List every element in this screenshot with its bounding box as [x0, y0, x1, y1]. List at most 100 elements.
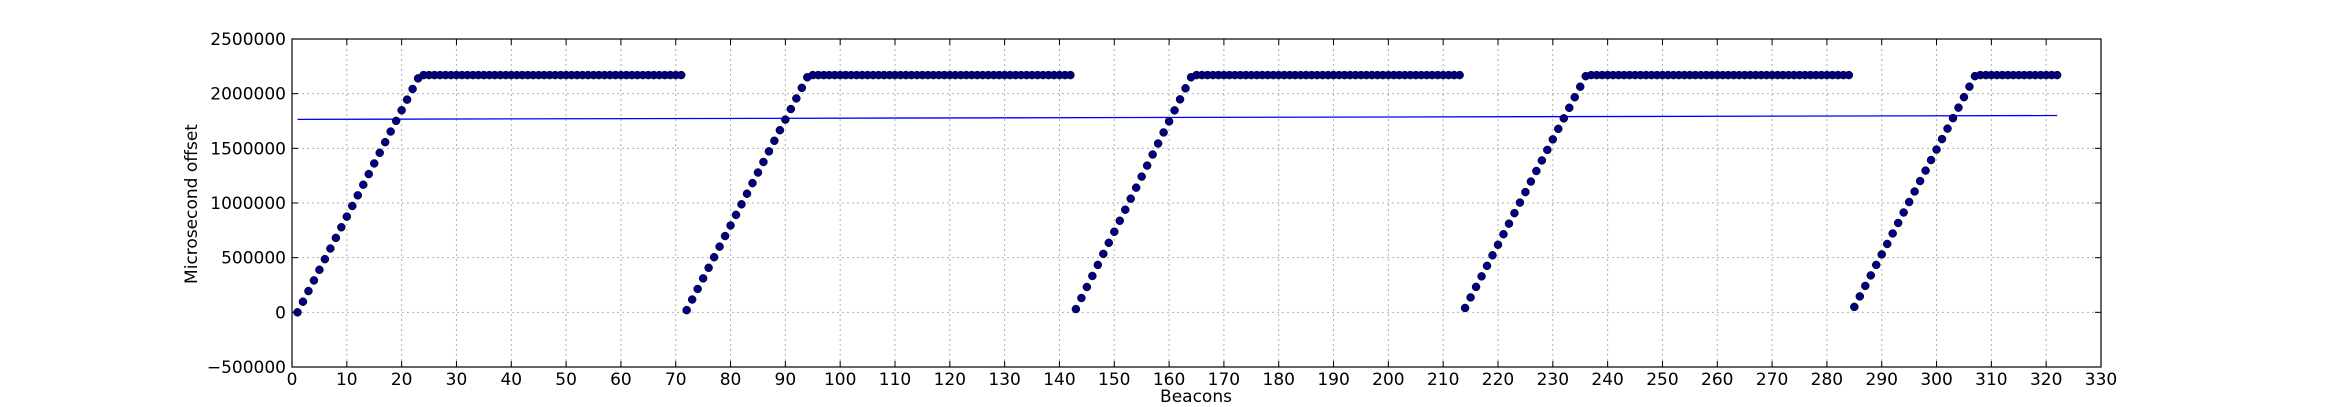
data-point [1471, 282, 1481, 292]
data-point [1565, 103, 1574, 113]
x-tick-label: 250 [1646, 370, 1678, 390]
x-tick-label: 150 [1098, 370, 1130, 390]
data-point [748, 178, 757, 188]
data-point [337, 223, 346, 232]
data-point [1148, 150, 1157, 159]
data-point [1954, 103, 1963, 112]
data-point [1526, 177, 1536, 186]
data-point [402, 95, 412, 104]
data-point [1893, 218, 1903, 228]
data-point [764, 147, 774, 156]
x-tick-label: 60 [610, 370, 632, 390]
data-point [408, 84, 417, 94]
data-point [1532, 166, 1541, 176]
data-point [1882, 239, 1892, 249]
data-point [375, 148, 384, 158]
y-tick-label: 2000000 [210, 85, 286, 105]
x-tick-label: 290 [1866, 370, 1898, 390]
data-point [386, 127, 395, 136]
data-point [1855, 292, 1865, 301]
data-point [1570, 92, 1579, 102]
data-point [1170, 106, 1179, 115]
data-point [797, 83, 807, 93]
data-point [326, 244, 335, 253]
trend-line-series [297, 114, 2058, 121]
data-point [1554, 124, 1563, 134]
data-point [309, 276, 319, 285]
data-point [1082, 282, 1092, 292]
x-tick-label: 0 [287, 370, 298, 390]
data-point [759, 157, 768, 167]
x-tick-label: 50 [555, 370, 577, 390]
data-point [1548, 135, 1558, 144]
data-point [704, 263, 713, 273]
x-axis-title: Beacons [1160, 387, 1232, 407]
x-tick-label: 110 [879, 370, 911, 390]
data-point [1959, 92, 1969, 102]
data-point [1559, 114, 1569, 123]
data-point [1131, 183, 1141, 192]
data-point [1104, 238, 1114, 248]
data-point [731, 210, 741, 220]
data-point [1159, 128, 1168, 137]
x-tick-label: 280 [1811, 370, 1843, 390]
x-tick-label: 300 [1920, 370, 1952, 390]
data-point [1904, 197, 1914, 207]
data-point [1181, 84, 1190, 93]
x-tick-label: 310 [1975, 370, 2007, 390]
data-point [1915, 176, 1925, 186]
data-point [682, 305, 691, 315]
data-point [397, 106, 406, 115]
x-tick-label: 170 [1208, 370, 1240, 390]
data-point [1477, 272, 1486, 281]
data-point [2052, 70, 2062, 80]
data-point [715, 242, 724, 251]
data-point [786, 104, 796, 114]
data-point [709, 252, 719, 262]
data-point [1965, 82, 1974, 91]
data-point [1099, 249, 1108, 259]
x-tick-label: 30 [446, 370, 468, 390]
data-point [348, 201, 357, 211]
data-point [720, 231, 730, 241]
x-tick-label: 240 [1591, 370, 1623, 390]
data-point [1466, 293, 1475, 302]
data-point [359, 180, 368, 189]
x-tick-label: 260 [1701, 370, 1733, 390]
data-point [1871, 260, 1881, 270]
data-point [1153, 139, 1163, 148]
data-point [353, 191, 363, 200]
y-tick-label: 1500000 [210, 139, 286, 159]
data-point [1948, 113, 1958, 123]
y-axis-ticks: −500000 0 500000 1000000 1500000 2000000 25000… [207, 30, 2101, 378]
y-tick-label: −500000 [207, 358, 286, 378]
x-axis-ticks: 0 10 20 30 40 50 60 70 80 90 100 110 120 130 140 150 160… [287, 39, 2117, 390]
data-point [770, 136, 779, 146]
data-point [1861, 281, 1870, 291]
data-point [1510, 208, 1519, 218]
x-tick-label: 80 [720, 370, 742, 390]
data-point [1137, 172, 1146, 181]
x-tick-label: 330 [2085, 370, 2117, 390]
data-point [298, 297, 308, 306]
data-point [737, 200, 746, 209]
data-point [364, 169, 373, 179]
x-tick-label: 230 [1537, 370, 1569, 390]
data-point [1066, 70, 1075, 80]
x-tick-label: 40 [500, 370, 522, 390]
data-point [369, 159, 379, 168]
data-point [315, 265, 324, 275]
data-point [1877, 250, 1886, 259]
x-tick-label: 180 [1263, 370, 1295, 390]
data-point [1499, 229, 1508, 239]
data-point [1115, 216, 1125, 226]
data-point [1142, 161, 1152, 170]
x-tick-label: 210 [1427, 370, 1459, 390]
data-point [1126, 194, 1135, 203]
data-point [1866, 271, 1876, 280]
data-point [726, 221, 735, 230]
x-tick-label: 70 [665, 370, 687, 390]
data-point [1093, 260, 1103, 270]
data-points [293, 70, 2062, 317]
